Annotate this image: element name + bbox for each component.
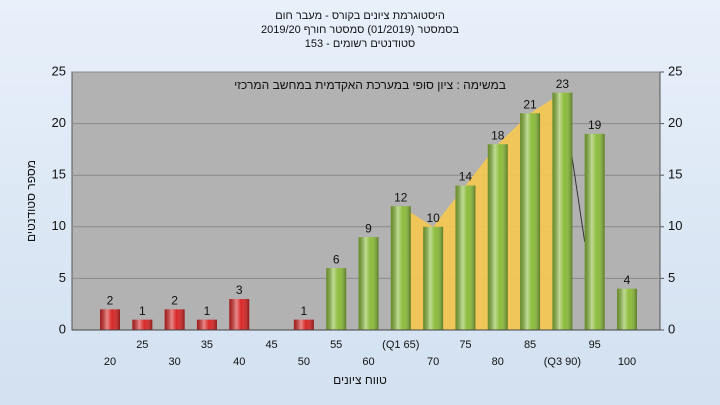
x-tick-label: 30 [169, 356, 181, 368]
x-tick-label: 40 [233, 356, 245, 368]
value-label: 19 [588, 118, 602, 132]
value-label: 10 [426, 211, 440, 225]
value-label: 4 [624, 273, 631, 287]
bar-shine [196, 319, 217, 330]
value-label: 6 [333, 252, 340, 266]
x-tick-label: 80 [492, 356, 504, 368]
y2-tick-label: 15 [668, 167, 682, 182]
bar-shine [423, 226, 444, 330]
value-label: 1 [301, 304, 308, 318]
x-tick-label: (Q1 65) [382, 339, 419, 351]
bar-shine [455, 185, 476, 330]
y-tick-label: 20 [52, 115, 66, 130]
y2-tick-label: 0 [668, 321, 675, 336]
annotation: במשימה : ציון סופי במערכת האקדמית במחשב … [234, 78, 506, 92]
value-label: 2 [107, 294, 114, 308]
value-label: 3 [236, 283, 243, 297]
y-axis-title: מספר סטודנטים [24, 160, 38, 242]
bar-shine [358, 237, 379, 330]
bar-shine [164, 309, 185, 330]
value-label: 9 [365, 221, 372, 235]
x-tick-label: 75 [459, 339, 471, 351]
value-label: 21 [523, 97, 537, 111]
bar-shine [326, 268, 347, 330]
x-tick-label: 85 [524, 339, 536, 351]
y-tick-label: 10 [52, 218, 66, 233]
value-label: 1 [139, 304, 146, 318]
y-tick-label: 5 [59, 270, 66, 285]
chart-subtitle: בסמסטר (01/2019) סמסטר חורף 2019/20 [261, 24, 459, 36]
bar-shine [487, 144, 508, 330]
y2-tick-label: 25 [668, 63, 682, 78]
y-tick-label: 25 [52, 63, 66, 78]
value-label: 12 [394, 190, 408, 204]
bar-shine [229, 299, 250, 330]
x-axis-title: טווח ציונים [333, 373, 387, 387]
y2-tick-label: 5 [668, 270, 675, 285]
x-tick-label: 70 [427, 356, 439, 368]
bar-shine [293, 319, 314, 330]
value-label: 23 [556, 77, 570, 91]
value-label: 14 [459, 170, 473, 184]
bar-shine [520, 113, 541, 330]
x-tick-label: 100 [618, 356, 636, 368]
chart-subtitle: סטודנטים רשומים - 153 [305, 38, 416, 50]
value-label: 1 [204, 304, 211, 318]
value-label: 18 [491, 128, 505, 142]
y2-tick-label: 10 [668, 218, 682, 233]
x-tick-label: 45 [265, 339, 277, 351]
x-tick-label: 55 [330, 339, 342, 351]
bar-shine [100, 309, 120, 330]
x-tick-label: (Q3 90) [544, 356, 581, 368]
bar-shine [584, 133, 605, 330]
bar-shine [390, 206, 411, 330]
y2-tick-label: 20 [668, 115, 682, 130]
x-tick-label: 25 [136, 339, 148, 351]
x-tick-label: 20 [104, 356, 116, 368]
chart-title: היסטוגרמת ציונים בקורס - מעבר חום [275, 10, 445, 22]
bar-shine [132, 319, 153, 330]
x-tick-label: 50 [298, 356, 310, 368]
x-tick-label: 95 [589, 339, 601, 351]
y-tick-label: 0 [59, 321, 66, 336]
y-tick-label: 15 [52, 167, 66, 182]
x-tick-label: 35 [201, 339, 213, 351]
x-tick-label: 60 [362, 356, 374, 368]
bar-shine [552, 92, 573, 330]
bar-shine [617, 288, 637, 330]
value-label: 2 [171, 294, 178, 308]
